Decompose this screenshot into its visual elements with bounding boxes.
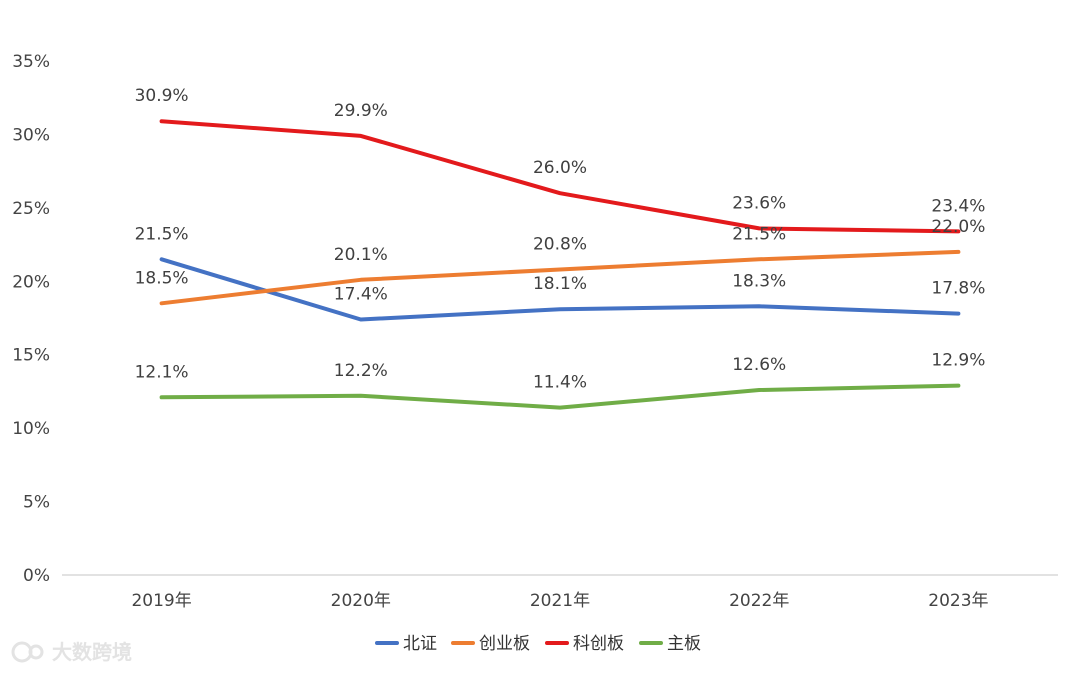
watermark-logo-icon-dot <box>28 644 44 660</box>
data-label: 18.3% <box>732 271 786 291</box>
data-label: 23.4% <box>931 196 985 216</box>
y-tick-label: 25% <box>12 199 50 219</box>
y-tick-label: 35% <box>12 52 50 72</box>
data-label: 17.8% <box>931 279 985 299</box>
legend-label: 主板 <box>667 634 701 654</box>
data-label: 18.1% <box>533 274 587 294</box>
data-labels: 21.5% 17.4% 18.1% 18.3% 17.8% 18.5% 20.1% 20.8%… <box>135 86 986 392</box>
data-label: 12.9% <box>931 351 985 371</box>
series-line-科创板 <box>159 119 961 234</box>
data-label: 12.2% <box>334 361 388 381</box>
y-axis: 0% 5% 10% 15% 20% 25% 30% 35% <box>12 52 50 586</box>
y-tick-label: 5% <box>23 493 50 513</box>
y-tick-label: 15% <box>12 346 50 366</box>
data-label: 12.6% <box>732 355 786 375</box>
legend-label: 科创板 <box>573 634 624 654</box>
legend-label: 创业板 <box>479 634 530 654</box>
x-tick-label: 2021年 <box>530 591 590 611</box>
watermark: 大数跨境 <box>11 640 132 664</box>
y-tick-label: 0% <box>23 566 50 586</box>
data-label: 26.0% <box>533 158 587 178</box>
data-label: 30.9% <box>135 86 189 106</box>
legend-label: 北证 <box>403 634 437 654</box>
y-tick-label: 30% <box>12 125 50 145</box>
legend: 北证 创业板 科创板 主板 <box>375 634 701 654</box>
data-label: 21.5% <box>732 224 786 244</box>
series-line-北证 <box>159 257 961 322</box>
y-tick-label: 20% <box>12 272 50 292</box>
data-label: 12.1% <box>135 362 189 382</box>
x-tick-label: 2019年 <box>131 591 191 611</box>
data-label: 29.9% <box>334 101 388 121</box>
x-tick-label: 2023年 <box>928 591 988 611</box>
series-line-创业板 <box>159 249 961 306</box>
data-label: 18.5% <box>135 268 189 288</box>
series-lines <box>159 119 961 410</box>
data-label: 23.6% <box>732 193 786 213</box>
data-label: 11.4% <box>533 373 587 393</box>
watermark-text: 大数跨境 <box>52 640 132 664</box>
x-axis: 2019年 2020年 2021年 2022年 2023年 <box>131 591 988 611</box>
series-line-主板 <box>159 383 961 410</box>
data-label: 20.1% <box>334 245 388 265</box>
data-label: 17.4% <box>334 284 388 304</box>
x-tick-label: 2020年 <box>331 591 391 611</box>
data-label: 20.8% <box>533 235 587 255</box>
data-label: 21.5% <box>135 224 189 244</box>
x-tick-label: 2022年 <box>729 591 789 611</box>
data-label: 22.0% <box>931 217 985 237</box>
watermark-logo-icon <box>11 641 33 663</box>
y-tick-label: 10% <box>12 419 50 439</box>
